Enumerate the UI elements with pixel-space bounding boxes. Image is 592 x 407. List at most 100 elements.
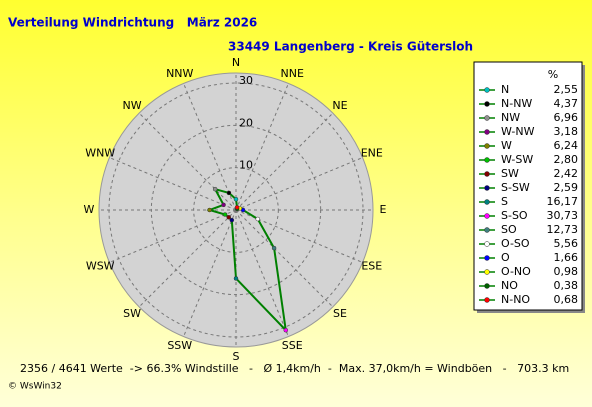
legend-name: W-NW — [501, 125, 535, 138]
legend-marker — [484, 283, 490, 289]
data-point — [283, 327, 289, 333]
grid-ring — [150, 124, 322, 296]
legend-value: 2,80 — [554, 153, 579, 166]
legend-value: 2,42 — [554, 167, 579, 180]
legend-name: O-NO — [501, 265, 531, 278]
angle-label: WNW — [85, 147, 115, 160]
angle-label: N — [232, 56, 240, 69]
angle-label: NW — [123, 99, 142, 112]
legend-marker — [484, 129, 490, 135]
angle-label: SSE — [282, 339, 303, 352]
legend-marker — [484, 115, 490, 121]
legend-name: O — [501, 251, 510, 264]
legend-value: 3,18 — [554, 125, 579, 138]
spoke — [183, 83, 237, 211]
angle-label: NE — [332, 99, 347, 112]
spoke — [235, 209, 289, 337]
angle-label: NNE — [281, 67, 304, 80]
legend-name: SO — [501, 223, 517, 236]
legend-name: N-NW — [501, 97, 532, 110]
angle-label: SW — [123, 307, 141, 320]
data-point — [234, 205, 240, 210]
legend-marker — [484, 87, 490, 93]
legend-value: 30,73 — [547, 209, 579, 222]
legend-marker — [484, 101, 490, 107]
legend-name: N — [501, 83, 509, 96]
credit: © WsWin32 — [8, 382, 62, 392]
legend-marker — [484, 171, 490, 177]
legend-value: 2,55 — [554, 83, 579, 96]
legend-marker — [484, 157, 490, 163]
angle-label: E — [380, 203, 387, 216]
legend-value: 12,73 — [547, 223, 579, 236]
spoke — [235, 209, 363, 263]
data-point — [233, 196, 239, 202]
legend-value: 2,59 — [554, 181, 579, 194]
legend-name: W — [501, 139, 512, 152]
grid-ring — [108, 82, 364, 338]
data-point — [222, 212, 228, 217]
legend-value: 4,37 — [554, 97, 579, 110]
legend-value: 16,17 — [547, 195, 579, 208]
legend-value: 5,56 — [554, 237, 579, 250]
data-point — [226, 214, 232, 220]
spoke — [109, 209, 237, 263]
legend-name: N-NO — [501, 293, 530, 306]
spoke — [235, 112, 334, 211]
angle-label: S — [233, 350, 240, 363]
angle-label: ENE — [361, 147, 383, 160]
angle-label: WSW — [86, 259, 115, 272]
footer: 2356 / 4641 Werte -> 66.3% Windstille - … — [20, 362, 569, 375]
chart-subtitle: 33449 Langenberg - Kreis Gütersloh — [228, 40, 473, 54]
legend-marker — [484, 297, 490, 303]
data-point — [229, 217, 235, 223]
data-point — [212, 186, 218, 192]
legend-name: O-SO — [501, 237, 530, 250]
angle-label: ESE — [361, 259, 382, 272]
legend-value: 0,38 — [554, 279, 579, 292]
spoke — [235, 83, 289, 211]
legend-name: NO — [501, 279, 518, 292]
legend-name: W-SW — [501, 153, 533, 166]
legend-name: S — [501, 195, 508, 208]
legend-marker — [484, 213, 490, 219]
spoke — [183, 209, 237, 337]
data-point — [233, 276, 239, 281]
data-point — [255, 216, 260, 222]
r-tick-label: 30 — [239, 74, 253, 87]
legend-name: NW — [501, 111, 520, 124]
r-tick-label: 10 — [239, 159, 253, 172]
legend-name: SW — [501, 167, 519, 180]
spoke — [109, 157, 237, 211]
spoke — [235, 157, 363, 211]
grid-ring — [193, 167, 279, 253]
angle-label: SE — [333, 307, 347, 320]
angle-label: W — [84, 203, 95, 216]
spoke — [235, 209, 334, 308]
legend-value: 0,68 — [554, 293, 579, 306]
legend-value: 6,96 — [554, 111, 579, 124]
r-tick-label: 20 — [239, 116, 253, 129]
legend-marker — [484, 199, 490, 205]
angle-label: NNW — [166, 67, 193, 80]
legend-title: % — [548, 68, 558, 81]
legend-name: S-SW — [501, 181, 530, 194]
legend-value: 1,66 — [554, 251, 579, 264]
data-point — [221, 202, 226, 208]
legend-marker — [484, 241, 490, 247]
legend-value: 0,98 — [554, 265, 579, 278]
data-point — [226, 190, 232, 196]
angle-label: SSW — [167, 339, 192, 352]
legend-marker — [484, 269, 490, 275]
legend-marker — [484, 185, 490, 191]
legend-marker — [484, 255, 490, 261]
spoke — [138, 209, 237, 308]
chart-title: Verteilung Windrichtung März 2026 — [8, 16, 257, 30]
spoke — [138, 112, 237, 211]
legend-name: S-SO — [501, 209, 528, 222]
legend-marker — [484, 143, 490, 149]
data-point — [207, 207, 212, 213]
legend-marker — [484, 227, 490, 233]
data-point — [271, 245, 277, 251]
